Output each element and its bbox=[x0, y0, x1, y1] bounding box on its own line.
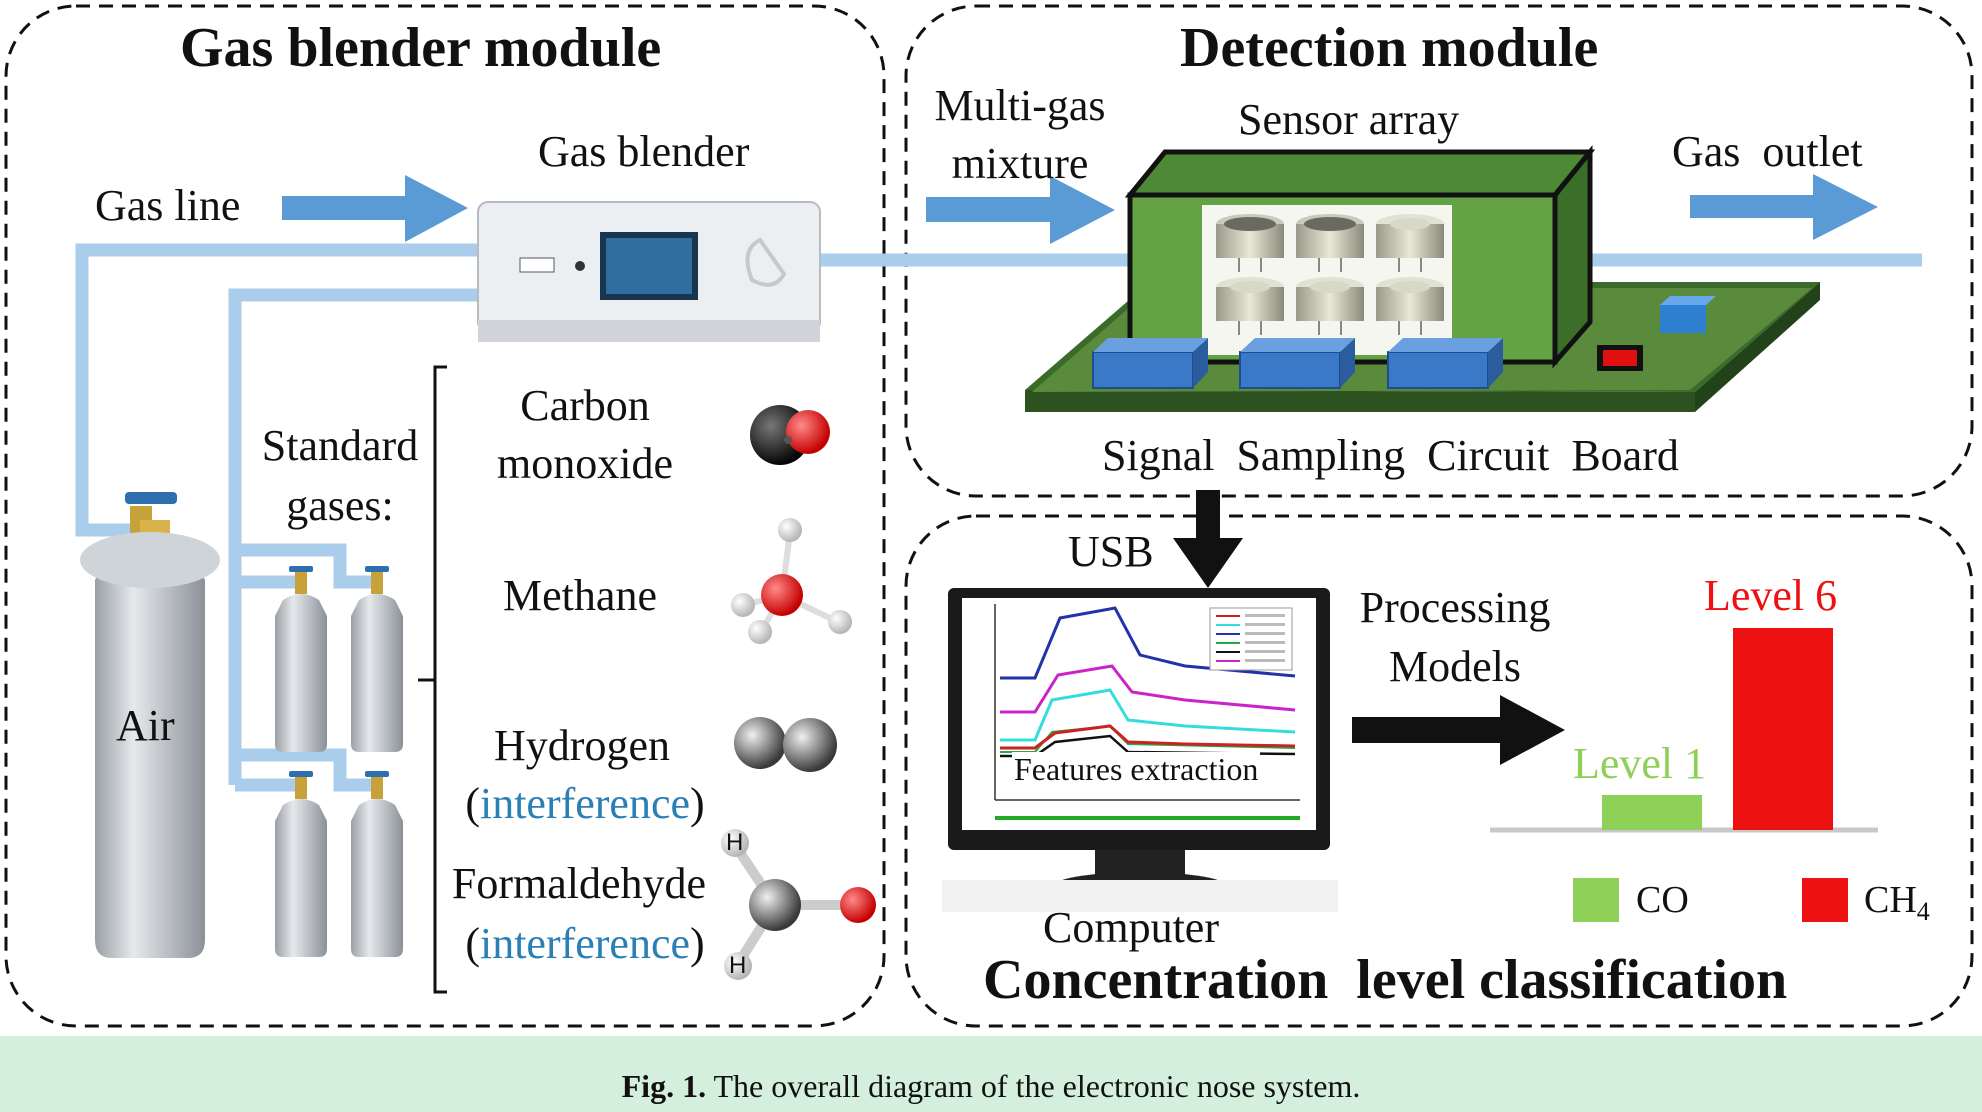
level-6-label: Level 6 bbox=[1704, 571, 1838, 620]
legend-swatch-ch4 bbox=[1802, 878, 1848, 922]
figure-caption: Fig. 1. The overall diagram of the elect… bbox=[621, 1068, 1361, 1104]
standard-gases-label-line1: Standard bbox=[261, 421, 419, 470]
carbon-monoxide-molecule-icon bbox=[750, 405, 830, 465]
sensor-array-label: Sensor array bbox=[1238, 95, 1460, 144]
methane-molecule-icon bbox=[731, 518, 852, 644]
computer-label: Computer bbox=[1043, 903, 1219, 952]
level-bar-ch4 bbox=[1733, 628, 1833, 830]
gas-methane-label: Methane bbox=[503, 571, 657, 620]
air-label: Air bbox=[116, 701, 175, 750]
board-chips bbox=[1092, 296, 1716, 389]
formaldehyde-h-atom-top: H bbox=[726, 829, 744, 856]
diagram-background bbox=[0, 0, 1982, 1036]
legend-ch4-label: CH4 bbox=[1864, 879, 1930, 926]
features-extraction-label: Features extraction bbox=[1012, 751, 1261, 788]
sensor-curve-3 bbox=[1000, 688, 1296, 742]
multi-gas-arrow bbox=[926, 176, 1115, 244]
gas-hydrogen-line1: Hydrogen bbox=[494, 721, 670, 770]
gas-formaldehyde-line1: Formaldehyde bbox=[451, 859, 707, 908]
hydrogen-molecule-icon bbox=[734, 717, 837, 772]
gas-carbon-monoxide-line2: monoxide bbox=[497, 439, 673, 488]
standard-gases-label-line2: gases: bbox=[286, 481, 394, 530]
classification-title: Concentration level classification bbox=[983, 949, 1788, 1011]
legend-co-label: CO bbox=[1636, 879, 1689, 921]
gas-blender-device bbox=[477, 201, 821, 342]
sensor-elements bbox=[1216, 214, 1444, 335]
level-1-label: Level 1 bbox=[1573, 739, 1707, 788]
gas-outlet-label: Gas outlet bbox=[1672, 127, 1863, 176]
gas-formaldehyde-line2: (interference) bbox=[465, 919, 705, 968]
level-bar-co bbox=[1602, 794, 1702, 830]
classification-module-border bbox=[904, 514, 1974, 1028]
gas-pipes bbox=[75, 243, 1922, 792]
gas-outlet-arrow bbox=[1690, 174, 1878, 240]
sensor-curve-5 bbox=[1000, 724, 1296, 750]
usb-arrow bbox=[1173, 490, 1243, 588]
air-cylinder bbox=[80, 492, 220, 958]
processing-arrow bbox=[1352, 695, 1565, 765]
detection-module-border bbox=[904, 4, 1974, 498]
multi-gas-label-line2: mixture bbox=[951, 139, 1089, 188]
legend-swatch-co bbox=[1573, 878, 1619, 922]
gas-hydrogen-line2: (interference) bbox=[465, 779, 705, 828]
plot-legend bbox=[1209, 607, 1293, 671]
gas-list-brace bbox=[418, 365, 447, 994]
sensor-curve-1 bbox=[1000, 606, 1296, 680]
formaldehyde-molecule-icon bbox=[721, 829, 876, 980]
detection-module-title: Detection module bbox=[1180, 17, 1599, 79]
standard-gas-cylinders bbox=[275, 566, 403, 957]
sensor-curve-2 bbox=[1000, 664, 1296, 714]
usb-label: USB bbox=[1068, 527, 1154, 576]
gas-blender-module-title: Gas blender module bbox=[180, 17, 662, 79]
gas-carbon-monoxide-line1: Carbon bbox=[520, 381, 650, 430]
formaldehyde-h-atom-bottom: H bbox=[729, 952, 747, 979]
multi-gas-label-line1: Multi-gas bbox=[934, 81, 1106, 130]
gas-blender-label: Gas blender bbox=[538, 127, 750, 176]
circuit-board-label: Signal Sampling Circuit Board bbox=[1102, 431, 1679, 480]
processing-models-line1: Processing bbox=[1359, 583, 1551, 632]
level-chart bbox=[1490, 628, 1878, 922]
flow-arrows bbox=[282, 174, 1878, 244]
gas-blender-module-border bbox=[4, 4, 886, 1028]
processing-models-line2: Models bbox=[1389, 642, 1521, 691]
gas-line-label: Gas line bbox=[95, 181, 241, 230]
gas-line-arrow bbox=[282, 175, 468, 242]
